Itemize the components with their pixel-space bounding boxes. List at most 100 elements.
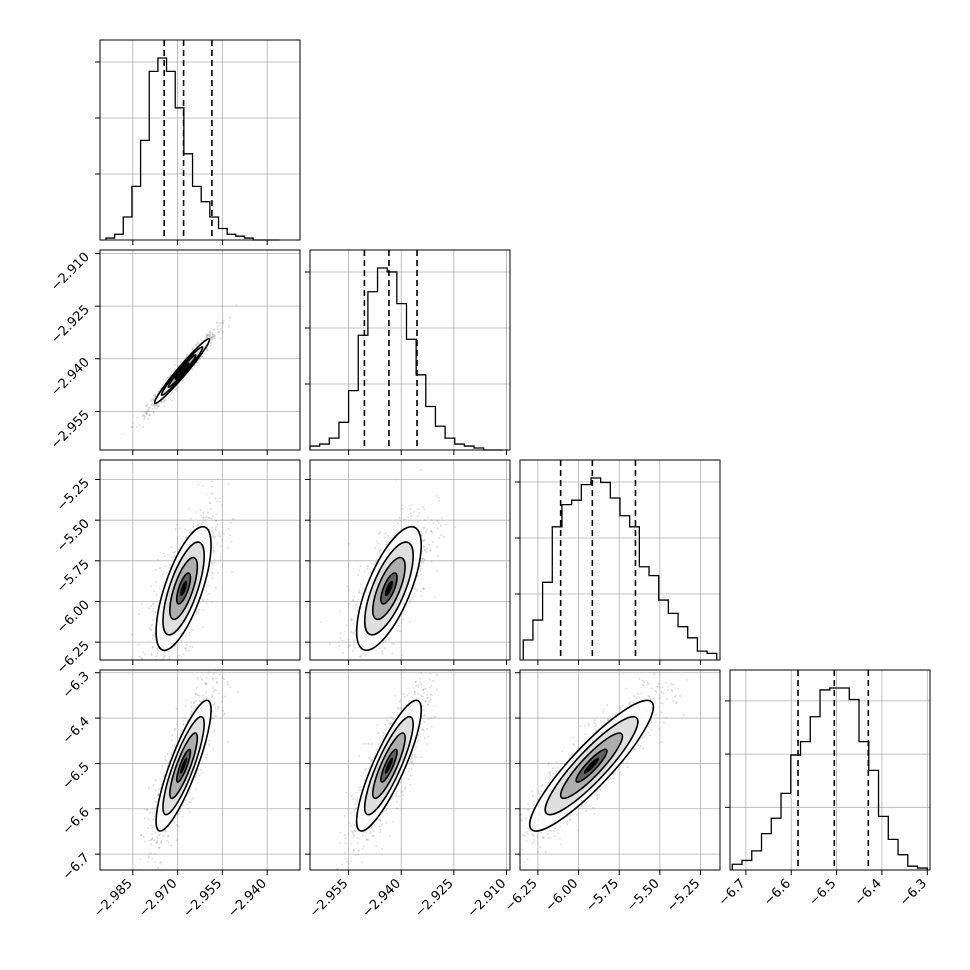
sample-point: [527, 827, 530, 830]
x-tick-label: −6.7: [716, 876, 749, 909]
sample-point: [376, 558, 379, 561]
sample-point: [195, 611, 198, 614]
sample-point: [181, 804, 184, 807]
panel-frame: [99, 459, 301, 661]
sample-point: [190, 701, 193, 704]
sample-point: [386, 726, 389, 729]
x-tick-label: −5.25: [665, 876, 704, 915]
sample-point: [205, 676, 208, 679]
sample-point: [383, 809, 386, 812]
sample-point: [375, 748, 378, 751]
sample-point: [161, 573, 164, 576]
sample-point: [201, 520, 204, 523]
sample-point: [353, 830, 356, 833]
sample-point: [191, 645, 194, 648]
sample-point: [354, 853, 357, 856]
sample-point: [184, 528, 187, 531]
sample-point: [146, 403, 149, 406]
sample-point: [162, 398, 165, 401]
sample-point: [188, 801, 191, 804]
sample-point: [158, 587, 161, 590]
sample-point: [179, 730, 182, 733]
sample-point: [160, 839, 163, 842]
sample-point: [350, 794, 353, 797]
sample-point: [140, 834, 143, 837]
sample-point: [419, 573, 422, 576]
sample-point: [177, 737, 180, 740]
sample-point: [587, 723, 590, 726]
sample-point: [360, 774, 363, 777]
sample-point: [363, 654, 366, 657]
sample-point: [197, 769, 200, 772]
sample-point: [517, 829, 519, 831]
sample-point: [204, 516, 207, 519]
sample-point: [360, 655, 363, 658]
y-tick-label: −5.25: [54, 476, 93, 515]
sample-point: [435, 688, 438, 691]
sample-point: [423, 519, 426, 522]
sample-point: [363, 570, 366, 573]
sample-point: [215, 519, 218, 522]
sample-point: [183, 647, 186, 650]
sample-point: [180, 639, 183, 642]
sample-point: [417, 686, 420, 689]
sample-point: [540, 790, 543, 793]
sample-point: [156, 837, 159, 840]
sample-point: [206, 333, 209, 336]
sample-point: [398, 795, 401, 798]
sample-point: [436, 520, 439, 523]
sample-point: [433, 705, 436, 708]
sample-point: [378, 549, 381, 552]
sample-point: [661, 686, 664, 689]
sample-point: [134, 712, 136, 714]
sample-point: [207, 333, 210, 336]
histogram-step: [731, 687, 928, 870]
sample-point: [407, 770, 410, 773]
sample-point: [215, 520, 218, 523]
sample-point: [205, 682, 208, 685]
sample-point: [643, 735, 646, 738]
sample-point: [550, 830, 553, 833]
sample-point: [211, 710, 214, 713]
sample-point: [206, 511, 209, 514]
sample-point: [409, 512, 412, 515]
sample-point: [410, 514, 413, 517]
sample-point: [413, 691, 416, 694]
sample-point: [229, 534, 232, 537]
sample-point: [392, 820, 395, 823]
sample-point: [400, 519, 403, 522]
sample-point: [344, 842, 347, 845]
sample-point: [205, 336, 208, 339]
sample-point: [414, 753, 417, 756]
sample-point: [439, 524, 442, 527]
sample-point: [212, 572, 215, 575]
sample-point: [154, 778, 157, 781]
sample-point: [218, 497, 221, 500]
sample-point: [384, 639, 387, 642]
density-panel: [517, 670, 688, 864]
sample-point: [211, 333, 214, 336]
sample-point: [147, 827, 150, 830]
sample-point: [185, 799, 188, 802]
sample-point: [351, 831, 354, 834]
sample-point: [532, 834, 535, 837]
sample-point: [382, 734, 385, 737]
sample-point: [153, 860, 156, 863]
sample-point: [221, 677, 224, 680]
sample-point: [201, 679, 204, 682]
sample-point: [196, 775, 199, 778]
sample-point: [553, 835, 556, 838]
sample-point: [256, 636, 258, 638]
sample-point: [152, 410, 155, 413]
sample-point: [350, 619, 353, 622]
sample-point: [396, 622, 399, 625]
sample-point: [139, 858, 142, 861]
sample-point: [160, 400, 163, 403]
sample-point: [410, 760, 413, 763]
sample-point: [209, 332, 212, 335]
sample-point: [351, 632, 354, 635]
sample-point: [185, 803, 188, 806]
sample-point: [211, 337, 214, 340]
x-tick-label: −6.00: [543, 876, 582, 915]
sample-point: [211, 515, 214, 518]
